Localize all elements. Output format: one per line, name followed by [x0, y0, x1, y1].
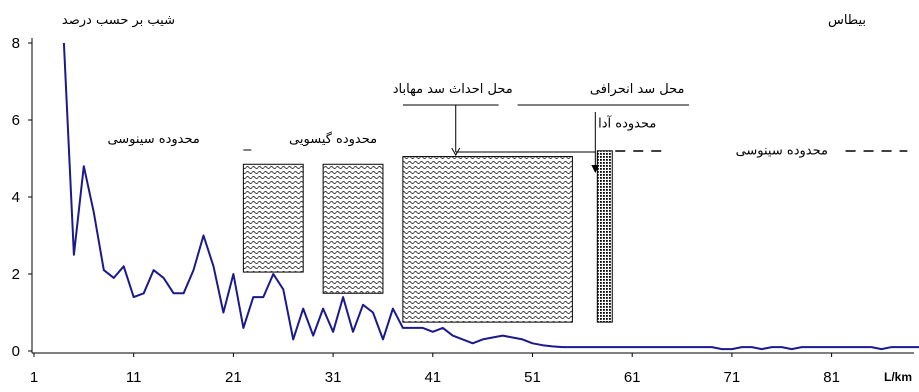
- x-tick-label: 81: [823, 369, 840, 386]
- x-tick-label: 11: [126, 369, 142, 386]
- hatched-regions: [242, 150, 613, 323]
- dam-arrow: [451, 147, 461, 157]
- zone-label: محدوده گیسویی: [289, 131, 377, 147]
- x-ticks: 1 11 21 31 41 51 61 71 81: [30, 353, 840, 386]
- zone-labels: محدوده سینوسی محدوده گیسویی محدوده آدا محدو…: [107, 115, 827, 159]
- hatched-region: [242, 163, 304, 273]
- series-line: [62, 42, 919, 351]
- y-tick-label: 6: [12, 112, 20, 129]
- x-tick-label: 31: [325, 369, 342, 386]
- zone-label: محدوده سینوسی: [736, 144, 828, 159]
- chart-title: بیطاس: [828, 13, 866, 28]
- y-tick-label: 0: [12, 343, 20, 360]
- y-tick-label: 8: [12, 35, 20, 52]
- x-tick-label: 51: [524, 369, 541, 386]
- hatched-region: [596, 150, 613, 323]
- y-ticks: 0 2 4 6 8: [12, 35, 32, 360]
- zone-label: محدوده آدا: [598, 115, 656, 132]
- zone-label: محدوده سینوسی: [107, 132, 199, 147]
- diversion-arrow: [591, 165, 600, 173]
- x-tick-label: 21: [225, 369, 242, 386]
- annotation-label: محل سد انحرافی: [590, 82, 685, 97]
- y-tick-label: 4: [12, 189, 20, 206]
- y-axis-label: شیب بر حسب درصد: [62, 13, 175, 28]
- hatched-region: [322, 163, 384, 294]
- hatched-region: [402, 156, 573, 323]
- x-tick-label: 61: [624, 369, 641, 386]
- x-tick-label: 1: [30, 369, 38, 386]
- x-tick-label: 41: [424, 369, 441, 386]
- axes: [31, 38, 914, 354]
- reference-markers: [243, 104, 908, 173]
- x-tick-label: 71: [724, 369, 741, 386]
- annotations: محل احداث سد مهاباد محل سد انحرافی: [393, 82, 685, 97]
- y-tick-label: 2: [12, 266, 20, 283]
- annotation-label: محل احداث سد مهاباد: [393, 82, 513, 97]
- x-axis-label: L/km: [884, 370, 912, 384]
